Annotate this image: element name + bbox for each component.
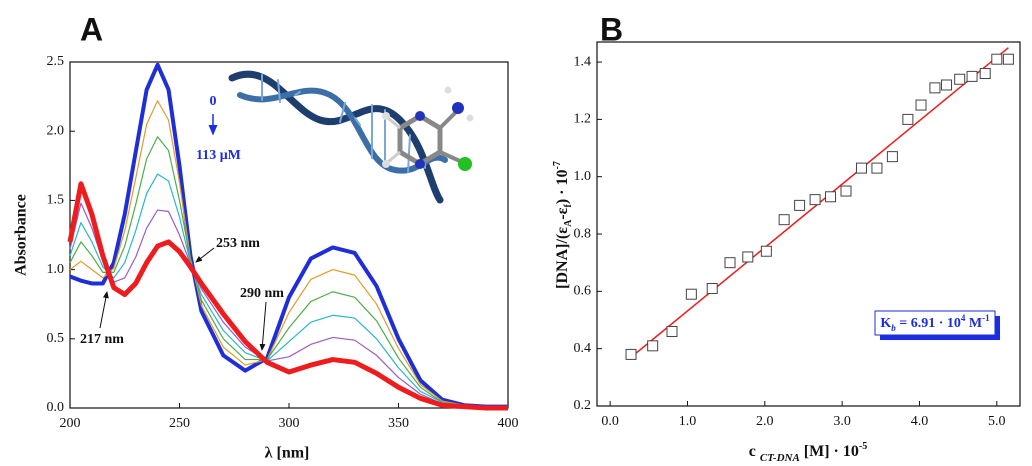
spectrum-line	[67, 181, 508, 411]
x-tick-label: 400	[498, 416, 519, 431]
kb-box: Kb = 6.91 · 104 M-1	[874, 310, 1000, 340]
x-tick-label: 200	[60, 416, 81, 431]
data-point	[929, 82, 941, 94]
label-part: 4	[961, 313, 966, 323]
y-tick-label: 1.5	[47, 193, 65, 208]
data-point	[1002, 53, 1014, 65]
arrow	[195, 247, 215, 263]
label-part: [DNA]/(ε	[554, 227, 571, 289]
annotation: 217 nm	[80, 332, 124, 347]
data-point	[941, 79, 953, 91]
data-point	[809, 194, 821, 206]
y-tick-label: 1.4	[574, 54, 592, 69]
annotation: 290 nm	[240, 286, 284, 301]
data-point	[666, 325, 678, 337]
molecule-illustration	[382, 86, 474, 171]
y-tick-label: 0.8	[574, 226, 592, 241]
label-part: ) · 10	[554, 169, 571, 204]
data-point	[915, 99, 927, 111]
label-part: b	[891, 323, 896, 333]
label-part: M	[965, 316, 982, 331]
x-tick-label: 350	[388, 416, 409, 431]
label-part: [M] · 10	[800, 443, 859, 460]
data-point	[954, 73, 966, 85]
spectrum-line	[69, 202, 508, 409]
data-point	[886, 151, 898, 163]
data-point	[760, 245, 772, 257]
label-part: c	[749, 443, 760, 460]
data-point	[902, 113, 914, 125]
data-point	[706, 282, 718, 294]
x-tick-label: 2.0	[756, 414, 774, 429]
x-axis-title: c CT-DNA [M] · 10-5	[749, 441, 867, 464]
y-tick-label: 0.4	[574, 341, 592, 356]
annotation: 113 μM	[196, 148, 241, 163]
data-point	[966, 70, 978, 82]
x-tick-label: 300	[279, 416, 300, 431]
panel-label: A	[80, 11, 103, 47]
x-tick-label: 5.0	[988, 414, 1006, 429]
x-tick-label: 250	[169, 416, 190, 431]
y-tick-label: 1.0	[574, 169, 592, 184]
dna-illustration	[228, 70, 448, 204]
label-part: -5	[859, 441, 867, 452]
x-tick-label: 0.0	[601, 414, 619, 429]
label-part: -1	[982, 313, 990, 323]
y-axis-title: Absorbance	[13, 194, 30, 276]
y-tick-label: 1.2	[574, 112, 592, 127]
data-point	[871, 162, 883, 174]
data-point	[724, 257, 736, 269]
label-part: -7	[552, 161, 563, 169]
annotation: 0	[210, 94, 217, 109]
x-tick-label: 3.0	[833, 414, 851, 429]
plot-frame	[596, 41, 1021, 407]
y-tick-label: 0.0	[47, 400, 65, 415]
spectrum-line	[69, 173, 508, 409]
x-axis-title: λ [nm]	[265, 445, 310, 462]
data-point	[742, 251, 754, 263]
data-point	[825, 191, 837, 203]
arrow	[99, 291, 109, 329]
y-axis-title: [DNA]/(εA-εf) · 10-7	[552, 161, 574, 289]
y-tick-label: 0.2	[574, 398, 592, 413]
data-point	[685, 288, 697, 300]
x-tick-label: 1.0	[679, 414, 697, 429]
data-point	[855, 162, 867, 174]
data-point	[979, 68, 991, 80]
spectrum-line	[69, 62, 508, 409]
y-tick-label: 2.5	[47, 54, 65, 69]
data-point	[647, 340, 659, 352]
plot-frame	[69, 61, 509, 409]
y-tick-label: 0.5	[47, 331, 65, 346]
y-tick-label: 2.0	[47, 123, 65, 138]
box	[874, 310, 996, 336]
data-point	[991, 53, 1003, 65]
arrow	[259, 301, 267, 351]
data-point	[840, 185, 852, 197]
spectrum-line	[69, 100, 508, 408]
panel-label: B	[600, 11, 623, 47]
annotation: 253 nm	[216, 236, 260, 251]
label-part: CT-DNA	[760, 452, 800, 464]
label-part: = 6.91 · 10	[896, 316, 961, 331]
x-tick-label: 4.0	[911, 414, 929, 429]
label-part: -ε	[554, 207, 571, 219]
label-part: K	[880, 316, 891, 331]
y-tick-label: 0.6	[574, 284, 592, 299]
data-point	[778, 214, 790, 226]
data-point	[794, 199, 806, 211]
annotation: Kb = 6.91 · 104 M-1	[880, 313, 990, 333]
label-part: f	[563, 204, 574, 208]
y-tick-label: 1.0	[47, 262, 65, 277]
data-point	[625, 348, 637, 360]
spectrum-line	[69, 136, 508, 408]
label-part: A	[563, 219, 574, 227]
